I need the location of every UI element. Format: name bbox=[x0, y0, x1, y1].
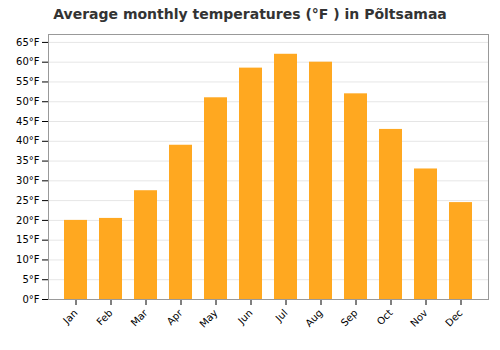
svg-text:Apr: Apr bbox=[165, 307, 186, 328]
svg-text:0°F: 0°F bbox=[22, 294, 39, 305]
svg-text:Jul: Jul bbox=[273, 307, 290, 324]
svg-text:Mar: Mar bbox=[129, 307, 151, 329]
svg-text:15°F: 15°F bbox=[16, 234, 40, 245]
svg-text:5°F: 5°F bbox=[22, 274, 39, 285]
svg-text:10°F: 10°F bbox=[16, 254, 40, 265]
svg-text:65°F: 65°F bbox=[16, 37, 40, 48]
svg-text:45°F: 45°F bbox=[16, 116, 40, 127]
svg-text:Jan: Jan bbox=[60, 307, 79, 326]
svg-text:Nov: Nov bbox=[408, 307, 430, 329]
svg-text:May: May bbox=[197, 307, 219, 329]
svg-text:55°F: 55°F bbox=[16, 76, 40, 87]
svg-text:25°F: 25°F bbox=[16, 195, 40, 206]
svg-text:Feb: Feb bbox=[94, 307, 114, 327]
svg-text:30°F: 30°F bbox=[16, 175, 40, 186]
svg-text:40°F: 40°F bbox=[16, 135, 40, 146]
svg-text:Dec: Dec bbox=[443, 307, 464, 328]
svg-text:50°F: 50°F bbox=[16, 96, 40, 107]
html-text:Average monthly temperatures (: Average monthly temperatures (°F ) in Põ… bbox=[53, 6, 447, 22]
svg-text:60°F: 60°F bbox=[16, 56, 40, 67]
svg-text:Sep: Sep bbox=[339, 307, 360, 328]
svg-text:Aug: Aug bbox=[303, 307, 325, 329]
svg-text:Oct: Oct bbox=[375, 307, 395, 327]
svg-text:Jun: Jun bbox=[235, 307, 255, 327]
svg-text:35°F: 35°F bbox=[16, 155, 40, 166]
svg-text:20°F: 20°F bbox=[16, 215, 40, 226]
